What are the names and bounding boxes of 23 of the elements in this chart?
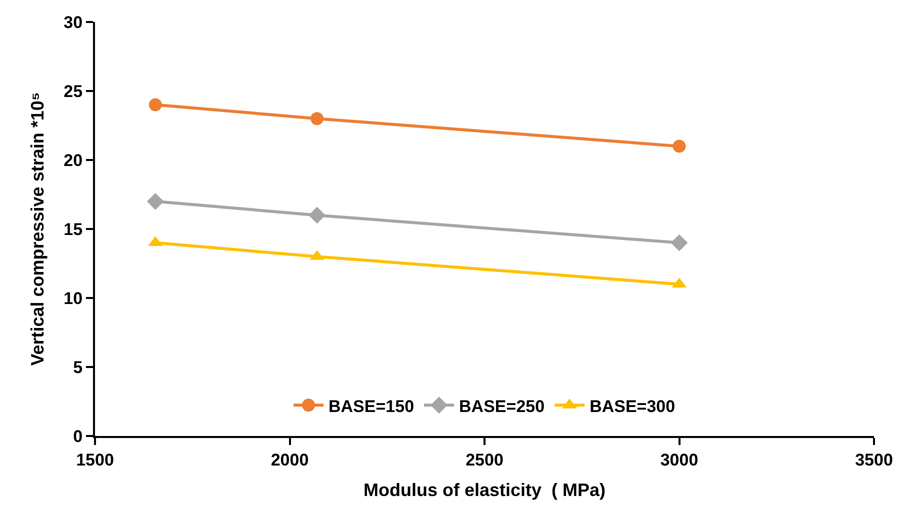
point bbox=[308, 206, 326, 224]
y-tick-label: 10 bbox=[64, 288, 83, 308]
point bbox=[310, 112, 324, 126]
legend-label: BASE=150 bbox=[328, 396, 414, 416]
point bbox=[148, 98, 162, 112]
x-tick-label: 3500 bbox=[855, 450, 893, 470]
y-tick-label: 15 bbox=[64, 220, 83, 239]
x-tick-label: 3000 bbox=[660, 450, 698, 470]
y-tick-label: 25 bbox=[64, 82, 83, 101]
y-tick-label: 5 bbox=[73, 358, 83, 377]
x-axis-title: Modulus of elasticity ( MPa) bbox=[363, 480, 606, 500]
x-tick-label: 1500 bbox=[76, 450, 114, 470]
y-axis-title: Vertical compressive strain *10⁵ bbox=[27, 92, 48, 366]
point bbox=[670, 234, 688, 252]
point bbox=[146, 192, 164, 210]
y-tick-label: 0 bbox=[73, 426, 83, 446]
legend-label: BASE=300 bbox=[590, 396, 676, 416]
point bbox=[672, 140, 686, 153]
x-tick-label: 2500 bbox=[466, 450, 504, 470]
x-tick-label: 2000 bbox=[270, 450, 309, 470]
legend-label: BASE=250 bbox=[459, 396, 545, 416]
y-tick-label: 30 bbox=[64, 12, 83, 32]
y-tick-label: 20 bbox=[64, 150, 83, 170]
